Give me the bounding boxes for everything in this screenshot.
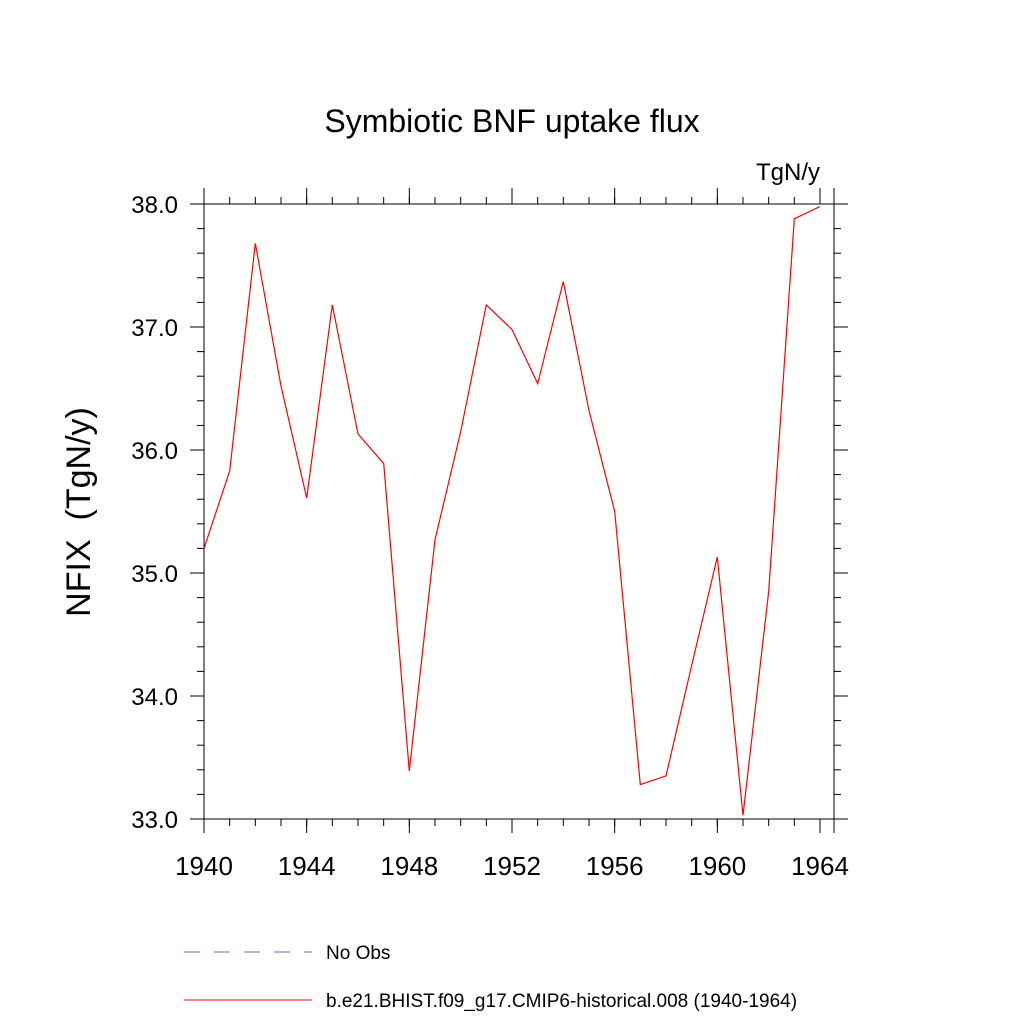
axes: 33.0 34.0 35.0 36.0 37.0 38.0 1940 1944 1948 1952… xyxy=(131,188,849,881)
x-tick-label: 1960 xyxy=(688,851,746,881)
y-tick-label: 38.0 xyxy=(131,192,178,219)
units-label: TgN/y xyxy=(756,159,820,186)
chart-title: Symbiotic BNF uptake flux xyxy=(324,103,699,139)
x-tick-label: 1940 xyxy=(175,851,233,881)
y-tick-label: 35.0 xyxy=(131,561,178,588)
x-tick-label: 1956 xyxy=(586,851,644,881)
y-axis-label: NFIX (TgN/y) xyxy=(60,407,98,617)
series-line xyxy=(203,205,821,816)
x-tick-label: 1948 xyxy=(380,851,438,881)
y-tick-label: 34.0 xyxy=(131,684,178,711)
legend: No Obs b.e21.BHIST.f09_g17.CMIP6-historic… xyxy=(184,943,797,1012)
legend-label: b.e21.BHIST.f09_g17.CMIP6-historical.008… xyxy=(326,991,797,1012)
y-tick-label: 37.0 xyxy=(131,315,178,342)
y-tick-label: 33.0 xyxy=(131,807,178,834)
x-tick-label: 1952 xyxy=(483,851,541,881)
legend-label: No Obs xyxy=(326,943,390,964)
x-tick-label: 1964 xyxy=(791,851,849,881)
series-layer xyxy=(203,205,821,816)
y-tick-label: 36.0 xyxy=(131,438,178,465)
x-tick-label: 1944 xyxy=(278,851,336,881)
